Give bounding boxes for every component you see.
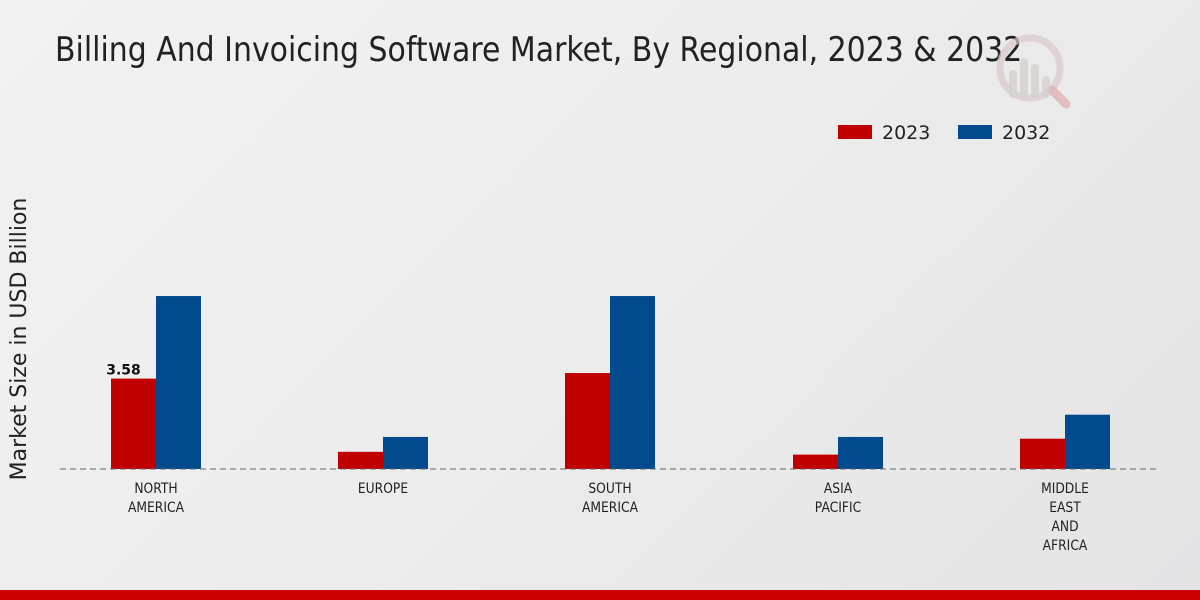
legend-label: 2023 — [882, 122, 930, 144]
bar-2023-middle-east-and-africa — [1020, 438, 1065, 469]
x-tick-labels: NORTH AMERICA EUROPE SOUTH AMERICA ASIA PACIFI… — [128, 481, 1089, 554]
bar-2032-north-america — [156, 296, 201, 469]
bar-2023-europe — [338, 451, 383, 469]
legend-item-2032: 2032 — [958, 122, 1050, 144]
data-label: 3.58 — [106, 363, 141, 379]
bar-2023-asia-pacific — [793, 454, 838, 469]
x-tick-label: MIDDLE EAST AND AFRICA — [1041, 481, 1089, 554]
x-tick-label: ASIA PACIFIC — [815, 481, 861, 516]
data-labels: 3.58 — [106, 363, 141, 379]
bar-2032-middle-east-and-africa — [1065, 414, 1110, 469]
x-tick-label: EUROPE — [358, 481, 408, 497]
bar-2032-europe — [383, 436, 428, 469]
bar-2023-north-america — [111, 378, 156, 469]
bottom-accent-bar — [0, 590, 1200, 600]
chart-title: Billing And Invoicing Software Market, B… — [55, 30, 1023, 70]
x-tick-label: SOUTH AMERICA — [582, 481, 638, 516]
legend-label: 2032 — [1002, 122, 1050, 144]
legend-item-2023: 2023 — [838, 122, 930, 144]
market-research-logo-icon — [996, 34, 1071, 109]
bar-2032-south-america — [610, 296, 655, 469]
bar-2023-south-america — [565, 373, 610, 469]
bar-2032-asia-pacific — [838, 436, 883, 469]
y-axis-label: Market Size in USD Billion — [7, 198, 32, 481]
x-tick-label: NORTH AMERICA — [128, 481, 184, 516]
bars — [111, 296, 1110, 469]
legend-swatch — [958, 125, 992, 139]
legend-swatch — [838, 125, 872, 139]
legend: 2023 2032 — [838, 122, 1050, 144]
